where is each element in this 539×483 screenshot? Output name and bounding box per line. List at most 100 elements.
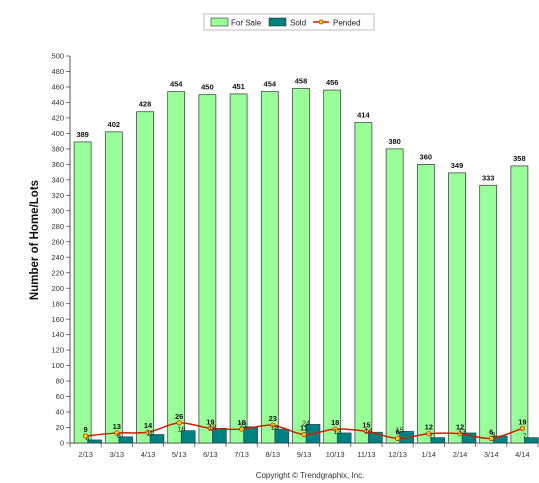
copyright-text: Copyright © Trendgraphix, Inc. — [256, 471, 365, 480]
bar-sold — [368, 431, 383, 444]
bar-for-sale-label: 389 — [76, 130, 89, 139]
y-tick-label: 100 — [51, 361, 64, 370]
x-tick-label: 12/13 — [388, 450, 407, 459]
bar-sold-label: 18 — [271, 425, 279, 432]
pended-point — [83, 433, 89, 439]
y-tick-label: 500 — [51, 52, 64, 61]
pended-label: 9 — [84, 425, 88, 434]
bar-sold — [118, 436, 134, 444]
bar-sold — [274, 428, 290, 444]
bar-for-sale — [73, 141, 92, 444]
pended-line — [83, 420, 526, 441]
bar-for-sale — [323, 89, 342, 444]
y-tick-label: 280 — [51, 222, 64, 231]
pended-label: 13 — [113, 422, 121, 431]
x-tick-label: 1/14 — [421, 450, 436, 459]
y-tick-label: 160 — [51, 315, 64, 324]
bar-for-sale — [198, 94, 217, 444]
bar-sold — [180, 430, 196, 444]
pended-label: 12 — [425, 423, 433, 432]
y-tick-label: 0 — [60, 439, 64, 448]
x-tick-label: 10/13 — [326, 450, 345, 459]
bar-sold-label: 24 — [302, 420, 310, 427]
bar-sold-label: 8 — [117, 433, 121, 440]
bar-sold-label: 11 — [146, 430, 153, 437]
pended-label: 14 — [144, 421, 153, 430]
pended-point — [145, 429, 151, 435]
bar-sold — [336, 432, 352, 444]
bar-for-sale-label: 428 — [139, 100, 152, 109]
x-tick-label: 9/13 — [297, 450, 312, 459]
pended-label: 23 — [269, 414, 277, 423]
bar-for-sale-label: 333 — [482, 173, 495, 182]
y-tick-label: 480 — [51, 67, 64, 76]
bar-sold — [243, 426, 258, 444]
legend: For Sale Sold Pended — [203, 13, 375, 31]
bar-for-sale-label: 456 — [326, 78, 339, 87]
pended-point — [457, 431, 463, 437]
y-tick-label: 380 — [51, 144, 64, 153]
bar-for-sale — [167, 91, 186, 444]
bar-for-sale — [260, 91, 279, 444]
pended-point — [270, 422, 276, 428]
legend-label-pended: Pended — [333, 19, 361, 28]
bar-for-sale — [104, 131, 123, 444]
pended-point — [207, 425, 213, 431]
pended-point — [239, 426, 245, 432]
y-tick-label: 400 — [51, 129, 64, 138]
bar-for-sale — [385, 148, 404, 444]
x-tick-label: 3/14 — [484, 450, 499, 459]
pended-label: 6 — [396, 427, 400, 436]
y-tick-label: 340 — [51, 175, 64, 184]
legend-marker-pended — [318, 19, 324, 25]
x-axis: 2/13 3/13 4/13 5/13 6/13 7/13 8/13 9/13 10/13 11/… — [69, 442, 539, 459]
y-tick-label: 180 — [51, 299, 64, 308]
legend-swatch-for-sale — [210, 17, 229, 27]
bar-for-sale-label: 349 — [451, 161, 464, 170]
bar-sold-label: 16 — [177, 427, 185, 434]
y-tick-label: 420 — [51, 114, 64, 123]
x-tick-label: 4/13 — [141, 450, 156, 459]
bar-for-sale-label: 450 — [201, 83, 214, 92]
bar-sold-label: 19 — [209, 424, 217, 431]
bar-for-sale — [229, 93, 248, 444]
x-tick-label: 4/14 — [515, 450, 530, 459]
bar-sold-label: 15 — [396, 427, 404, 434]
x-tick-label: 2/13 — [78, 450, 93, 459]
y-tick-label: 60 — [56, 392, 64, 401]
bar-sold-label: 21 — [240, 423, 248, 430]
legend-swatch-sold — [268, 17, 287, 27]
for-sale-bars — [73, 88, 529, 444]
pended-point — [488, 435, 494, 441]
bar-sold-label: 13 — [458, 429, 466, 436]
y-tick-label: 260 — [51, 237, 64, 246]
x-tick-label: 5/13 — [172, 450, 187, 459]
y-tick-label: 80 — [56, 377, 64, 386]
y-tick-label: 20 — [56, 423, 64, 432]
bar-for-sale-label: 402 — [108, 120, 121, 129]
bar-for-sale — [479, 184, 498, 444]
bar-for-sale — [510, 165, 529, 444]
bar-for-sale-label: 414 — [357, 111, 370, 120]
pended-point — [114, 430, 120, 436]
y-tick-label: 240 — [51, 253, 64, 262]
bar-sold-label: 4 — [86, 436, 90, 443]
y-tick-label: 120 — [51, 346, 64, 355]
pended-label: 19 — [518, 417, 526, 426]
pended-label: 15 — [362, 420, 370, 429]
pended-point — [519, 425, 526, 431]
bar-sold — [430, 437, 446, 444]
x-tick-label: 8/13 — [265, 450, 280, 459]
y-tick-label: 200 — [51, 284, 64, 293]
pended-label: 12 — [456, 423, 464, 432]
pended-label: 11 — [300, 423, 308, 432]
x-tick-label: 11/13 — [357, 450, 375, 459]
pended-point — [301, 431, 307, 438]
pended-point — [176, 420, 182, 426]
bar-for-sale — [136, 111, 154, 444]
bar-for-sale-label: 458 — [295, 77, 308, 86]
bar-for-sale — [416, 164, 435, 444]
legend-label-sold: Sold — [290, 19, 306, 28]
